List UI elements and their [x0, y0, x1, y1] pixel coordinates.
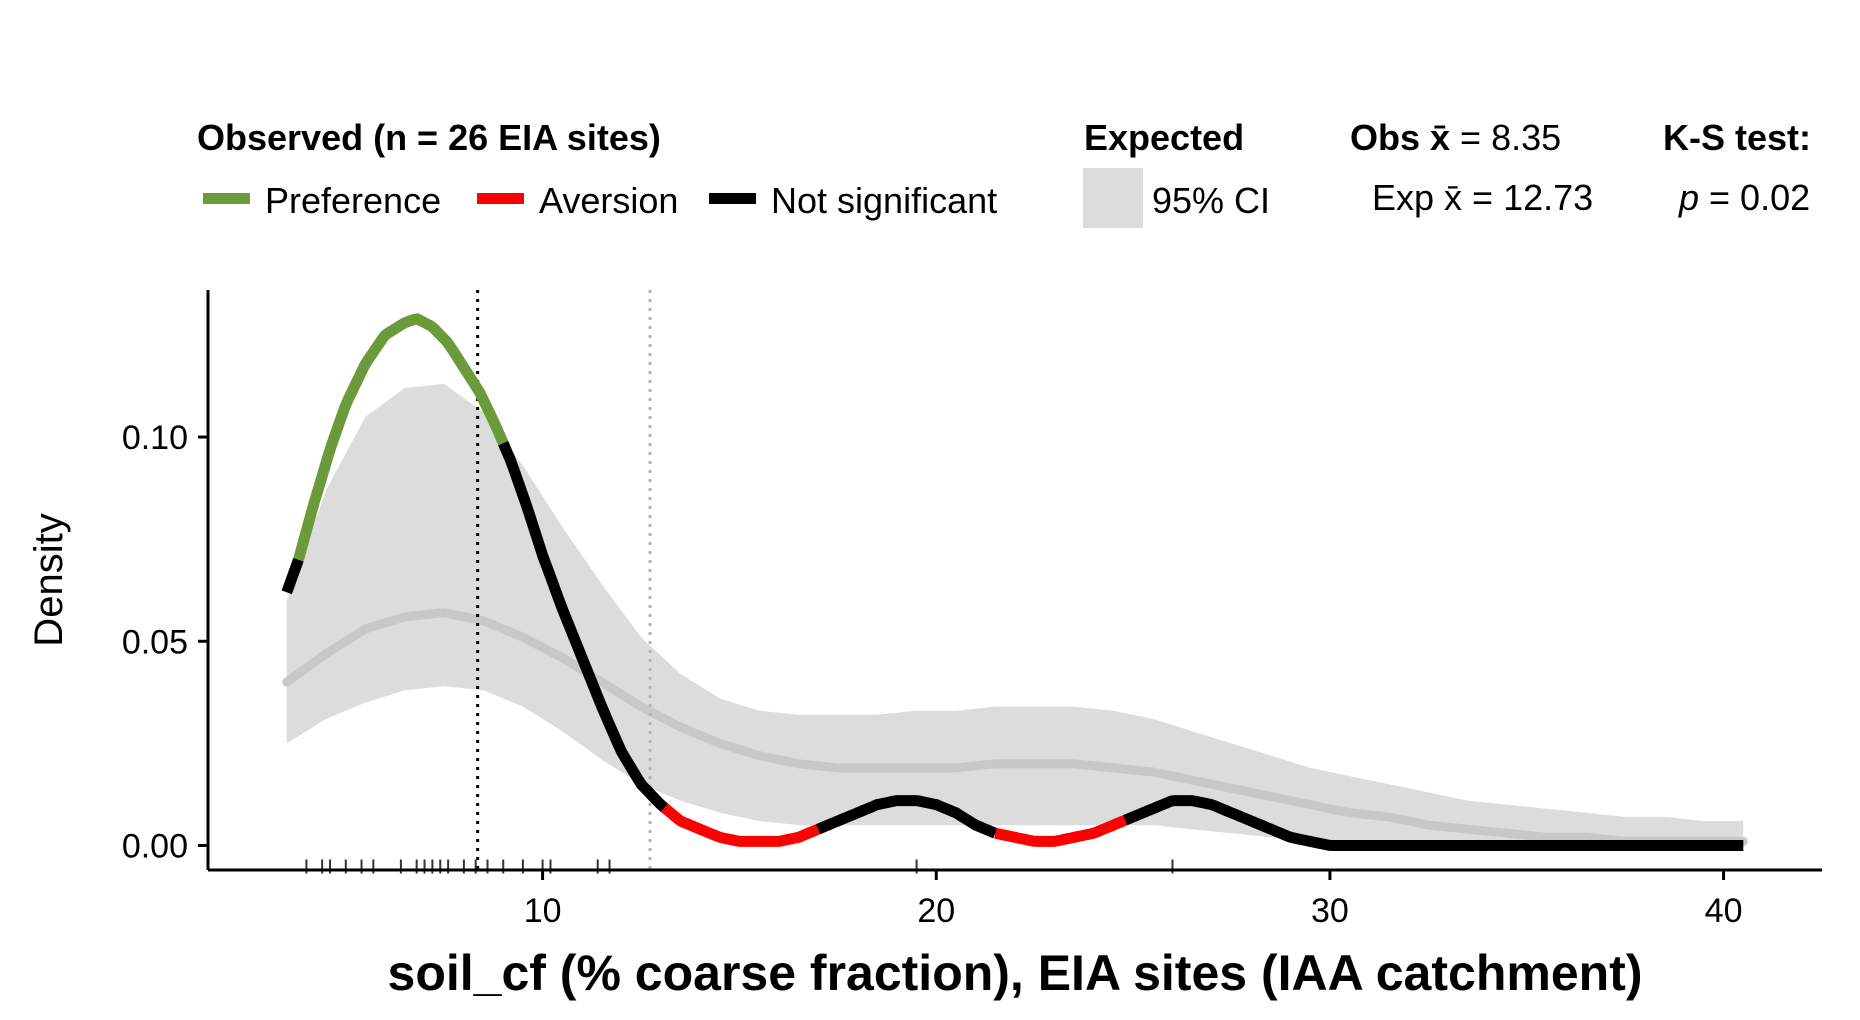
x-axis-ticks: 10 20 30 40 — [524, 870, 1743, 930]
legend-ks-test: K-S test: p = 0.02 — [1663, 117, 1811, 218]
y-axis-ticks: 0.00 0.05 0.10 — [122, 419, 208, 865]
ks-p-value-text: p = 0.02 — [1678, 177, 1810, 218]
observed-segment-preference — [293, 313, 509, 562]
observed-density-segments — [281, 313, 1744, 851]
x-tick-label: 40 — [1705, 892, 1743, 930]
legend-not-significant-label: Not significant — [771, 180, 997, 221]
expected-ci-band — [286, 383, 1744, 846]
observed-segment-aversion — [661, 803, 821, 847]
ks-test-title: K-S test: — [1663, 117, 1811, 158]
observed-segment-not-significant — [1123, 795, 1744, 851]
legend-means: Obs x̄ = 8.35 Exp x̄ = 12.73 — [1350, 117, 1593, 218]
observed-segment-not-significant — [498, 441, 669, 813]
legend-observed: Observed (n = 26 EIA sites) Preference A… — [197, 117, 997, 221]
x-axis-label: soil_cf (% coarse fraction), EIA sites (… — [388, 945, 1643, 1001]
observed-segment-not-significant — [816, 795, 998, 839]
legend-ci-swatch — [1083, 168, 1143, 228]
xbar-symbol-obs: x̄ — [1430, 117, 1450, 158]
x-tick-label: 20 — [917, 892, 955, 930]
x-tick-label: 10 — [524, 892, 562, 930]
xbar-symbol-exp: x̄ — [1444, 177, 1462, 218]
ks-p-symbol: p — [1678, 177, 1699, 218]
y-tick-label: 0.05 — [122, 623, 188, 661]
x-tick-label: 30 — [1311, 892, 1349, 930]
observed-segment-aversion — [994, 815, 1128, 847]
ks-p-value: = 0.02 — [1699, 177, 1810, 218]
y-axis-label: Density — [27, 513, 71, 646]
obs-mean-value: = 8.35 — [1450, 117, 1561, 158]
obs-mean-text: Obs x̄ = 8.35 — [1350, 117, 1561, 158]
legend-preference-label: Preference — [265, 180, 441, 221]
exp-mean-value: = 12.73 — [1462, 177, 1593, 218]
exp-mean-text: Exp x̄ = 12.73 — [1372, 177, 1593, 218]
legend-expected: Expected 95% CI — [1083, 117, 1270, 228]
observed-segment-not-significant — [281, 557, 304, 595]
legend-observed-title: Observed (n = 26 EIA sites) — [197, 117, 661, 158]
y-tick-label: 0.00 — [122, 827, 188, 865]
plot-area: 10 20 30 40 0.00 0.05 0.10 soil_cf (% coarse … — [27, 290, 1822, 1001]
legend-not-significant-swatch — [709, 193, 756, 204]
legend-ci-label: 95% CI — [1152, 180, 1270, 221]
legend-expected-title: Expected — [1084, 117, 1244, 158]
y-tick-label: 0.10 — [122, 419, 188, 457]
obs-mean-prefix: Obs — [1350, 117, 1430, 158]
expected-density-line — [282, 608, 1748, 846]
legend-aversion-label: Aversion — [539, 180, 678, 221]
legend-aversion-swatch — [477, 193, 524, 204]
legend-preference-swatch — [203, 193, 250, 204]
exp-mean-prefix: Exp — [1372, 177, 1444, 218]
